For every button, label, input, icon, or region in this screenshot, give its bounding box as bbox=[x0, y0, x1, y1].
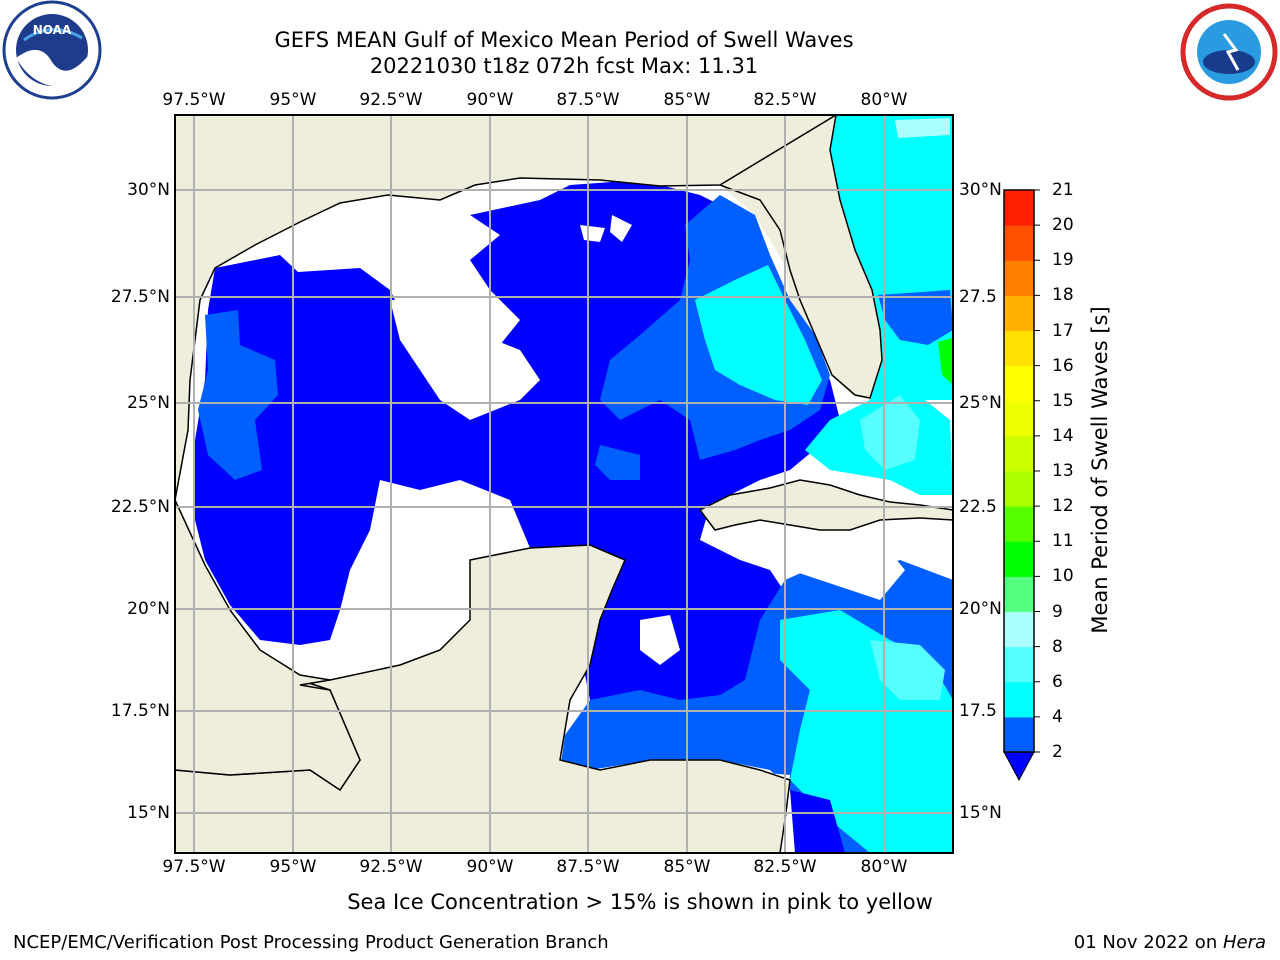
lon-label-bottom: 95°W bbox=[269, 857, 317, 877]
bahamas-green bbox=[938, 338, 953, 385]
map-frame bbox=[174, 114, 954, 854]
colorbar-segment bbox=[1004, 541, 1034, 577]
noaa-logo: NOAA bbox=[2, 0, 102, 100]
lon-label-top: 92.5°W bbox=[359, 90, 423, 110]
colorbar-segment bbox=[1004, 716, 1034, 753]
north-coast-land bbox=[175, 115, 838, 501]
colorbar-segment bbox=[1004, 611, 1034, 648]
footer-credit: NCEP/EMC/Verification Post Processing Pr… bbox=[13, 932, 609, 953]
lon-label-bottom: 85°W bbox=[663, 857, 711, 877]
colorbar-tick-label: 14 bbox=[1052, 425, 1074, 446]
chart-title: GEFS MEAN Gulf of Mexico Mean Period of … bbox=[274, 28, 854, 52]
lon-label-top: 90°W bbox=[466, 90, 514, 110]
colorbar-segment bbox=[1004, 646, 1034, 683]
colorbar-tick-label: 4 bbox=[1052, 706, 1063, 727]
colorbar-segment bbox=[1004, 225, 1034, 261]
caribbean-lightcyan bbox=[870, 640, 945, 700]
lon-label-top: 82.5°W bbox=[753, 90, 817, 110]
colorbar-extend-arrow bbox=[1003, 751, 1035, 782]
colorbar-tick-label: 20 bbox=[1052, 215, 1074, 236]
lat-label-right: 20°N bbox=[959, 599, 1002, 619]
colorbar-title: Mean Period of Swell Waves [s] bbox=[1088, 306, 1112, 634]
gulf-white-blob bbox=[375, 490, 520, 580]
lat-label-right: 27.5 bbox=[959, 287, 997, 307]
cuba-land bbox=[698, 479, 953, 531]
colorbar-tick-label: 12 bbox=[1052, 496, 1074, 517]
gulf-white-blob bbox=[640, 615, 680, 665]
caribbean-deepblue bbox=[790, 790, 845, 853]
colorbar-tick-label: 17 bbox=[1052, 320, 1074, 341]
straits-light bbox=[860, 395, 920, 470]
lat-label-left: 22.5°N bbox=[110, 497, 170, 517]
colorbar-tick-label: 10 bbox=[1052, 566, 1074, 587]
colorbar-segment bbox=[1004, 471, 1034, 507]
lon-label-bottom: 90°W bbox=[466, 857, 514, 877]
lat-label-right: 30°N bbox=[959, 180, 1002, 200]
lat-label-right: 25°N bbox=[959, 393, 1002, 413]
lat-label-right: 15°N bbox=[959, 803, 1002, 823]
colorbar-segment bbox=[1004, 260, 1034, 296]
map-area bbox=[175, 115, 953, 853]
gulf-white-blob bbox=[610, 215, 632, 242]
lon-label-bottom: 82.5°W bbox=[753, 857, 817, 877]
footer-machine: Hera bbox=[1222, 932, 1266, 953]
lat-label-right: 22.5 bbox=[959, 497, 997, 517]
colorbar-tick-label: 2 bbox=[1052, 742, 1063, 762]
colorbar-segment bbox=[1004, 400, 1034, 437]
colorbar bbox=[1003, 189, 1040, 782]
lon-label-top: 97.5°W bbox=[162, 90, 226, 110]
lat-label-left: 17.5°N bbox=[110, 701, 170, 721]
lat-label-left: 30°N bbox=[127, 180, 170, 200]
footer-date-text: 01 Nov 2022 on bbox=[1073, 932, 1223, 953]
lon-label-bottom: 92.5°W bbox=[359, 857, 423, 877]
lat-label-right: 17.5 bbox=[959, 701, 997, 721]
chart-subtitle: 20221030 t18z 072h fcst Max: 11.31 bbox=[369, 54, 759, 78]
west-shelf-blue bbox=[198, 310, 278, 480]
atlantic-blue bbox=[878, 290, 953, 345]
colorbar-segment bbox=[1004, 576, 1034, 612]
colorbar-tick-label: 6 bbox=[1052, 671, 1063, 692]
nws-logo bbox=[1180, 3, 1278, 101]
colorbar-tick-label: 21 bbox=[1052, 180, 1074, 200]
gulf-white-blob bbox=[390, 300, 540, 420]
svg-text:NOAA: NOAA bbox=[33, 23, 72, 37]
sea-ice-note: Sea Ice Concentration > 15% is shown in … bbox=[347, 890, 933, 914]
colorbar-tick-label: 9 bbox=[1052, 601, 1063, 622]
lat-label-left: 20°N bbox=[127, 599, 170, 619]
florida-land bbox=[719, 115, 883, 399]
lon-label-top: 85°W bbox=[663, 90, 711, 110]
atlantic-light bbox=[895, 118, 950, 138]
lon-label-bottom: 80°W bbox=[860, 857, 908, 877]
colorbar-tick-label: 11 bbox=[1052, 531, 1074, 552]
lon-label-top: 87.5°W bbox=[556, 90, 620, 110]
lon-label-bottom: 87.5°W bbox=[556, 857, 620, 877]
yucatan-blue bbox=[595, 445, 640, 480]
colorbar-segment bbox=[1004, 681, 1034, 718]
colorbar-segment bbox=[1004, 295, 1034, 331]
colorbar-tick-label: 16 bbox=[1052, 355, 1074, 376]
lon-label-top: 95°W bbox=[269, 90, 317, 110]
lon-label-bottom: 97.5°W bbox=[162, 857, 226, 877]
colorbar-tick-label: 15 bbox=[1052, 390, 1074, 411]
east-gulf-cyan bbox=[695, 265, 822, 405]
colorbar-tick-label: 19 bbox=[1052, 250, 1074, 271]
colorbar-tick-label: 18 bbox=[1052, 285, 1074, 306]
colorbar-tick-label: 8 bbox=[1052, 636, 1063, 657]
graticule bbox=[175, 115, 953, 853]
gulf-white-blob bbox=[580, 225, 605, 242]
lat-label-left: 27.5°N bbox=[110, 287, 170, 307]
lon-label-top: 80°W bbox=[860, 90, 908, 110]
mexico-land bbox=[175, 499, 361, 792]
colorbar-segment bbox=[1004, 190, 1034, 226]
colorbar-segment bbox=[1004, 435, 1034, 472]
caribbean-white bbox=[790, 540, 905, 600]
lat-label-left: 25°N bbox=[127, 393, 170, 413]
lat-label-left: 15°N bbox=[127, 803, 170, 823]
colorbar-segment bbox=[1004, 330, 1034, 367]
colorbar-segment bbox=[1004, 506, 1034, 542]
colorbar-tick-label: 13 bbox=[1052, 461, 1074, 481]
colorbar-segment bbox=[1004, 365, 1034, 402]
footer-date: 01 Nov 2022 on Hera bbox=[1074, 932, 1266, 953]
